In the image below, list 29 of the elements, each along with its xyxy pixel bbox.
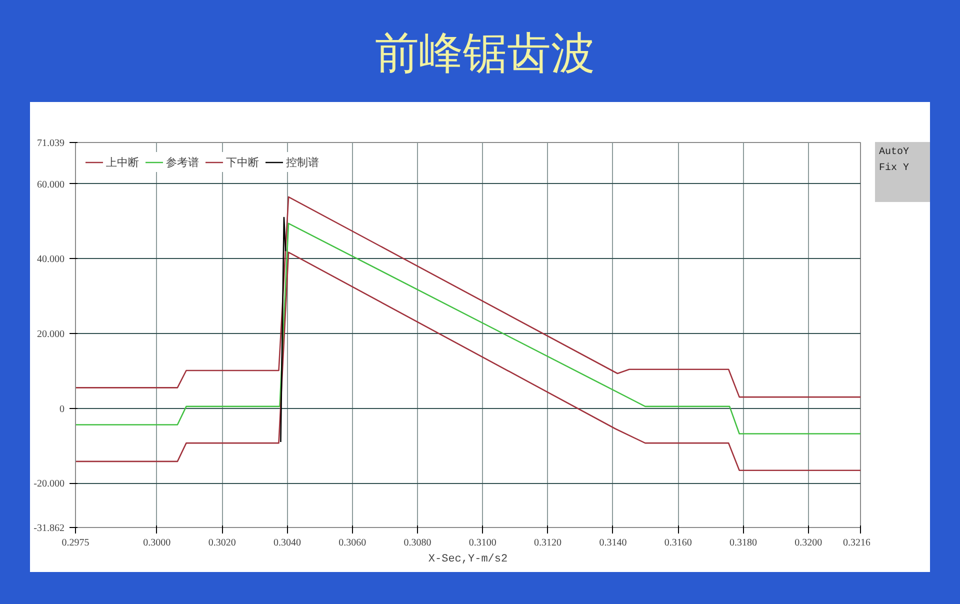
y-tick-label: -31.862 — [34, 523, 65, 534]
y-tick-label: 20.000 — [37, 328, 64, 340]
x-axis-title: X-Sec,Y-m/s2 — [428, 554, 508, 566]
x-tick-label: 0.3000 — [143, 538, 171, 548]
y-tick-label: 71.039 — [37, 138, 64, 149]
x-tick-label: 0.3120 — [534, 538, 562, 548]
x-tick-label: 0.3200 — [794, 538, 822, 548]
y-tick-label: 0 — [60, 404, 64, 415]
x-tick-label: 0.3140 — [599, 538, 627, 548]
chart-title: 前峰锯齿波 — [375, 28, 595, 80]
line-series — [76, 222, 860, 434]
legend-label: 参考谱 — [166, 154, 199, 170]
text: Fix Y — [879, 162, 910, 176]
x-tick-label: 0.3180 — [729, 538, 757, 548]
x-tick-label: 0.3020 — [208, 538, 236, 548]
x-tick-label: 0.3080 — [404, 538, 432, 548]
legend-label: 上中断 — [106, 154, 139, 170]
x-tick-label: 0.3040 — [273, 538, 301, 548]
x-tick-label: 0.3216 — [843, 538, 870, 548]
x-tick-label: 0.3160 — [664, 538, 692, 548]
text: AutoY — [879, 146, 910, 160]
x-tick-label: 0.2975 — [62, 538, 90, 548]
y-tick-label: -20.000 — [34, 478, 65, 490]
x-tick-label: 0.3100 — [468, 538, 496, 548]
legend-label: 控制谱 — [286, 154, 319, 170]
legend-label: 下中断 — [226, 154, 259, 170]
x-tick-label: 0.3060 — [338, 538, 366, 548]
y-tick-label: 40.000 — [37, 254, 64, 266]
y-tick-label: 60.000 — [37, 179, 64, 190]
